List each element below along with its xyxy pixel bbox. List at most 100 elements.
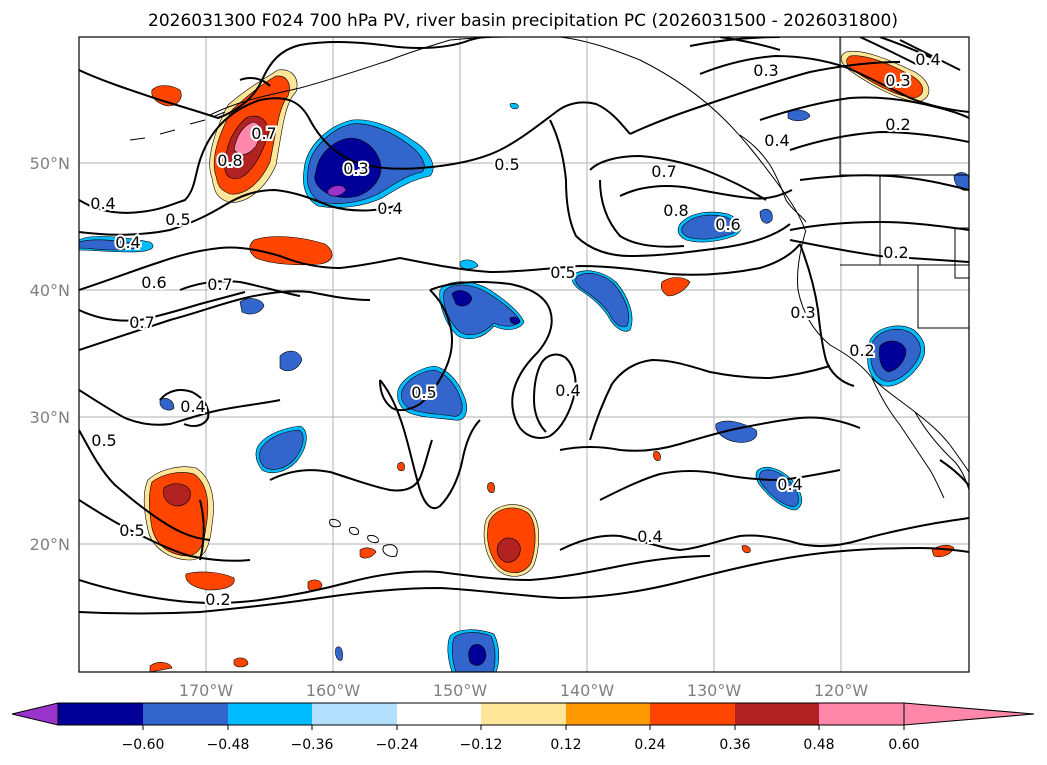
pv-contour xyxy=(589,154,767,201)
precip-region xyxy=(314,137,382,198)
contour-label: 0.6 xyxy=(141,273,166,292)
contour-label: 0.2 xyxy=(885,115,910,134)
island-hawaii xyxy=(382,544,398,557)
pv-contour xyxy=(399,243,801,276)
lon-label: 150°W xyxy=(433,681,488,700)
lat-labels: 50°N 40°N 30°N 20°N xyxy=(30,154,70,554)
lon-labels: 170°W 160°W 150°W 140°W 130°W 120°W xyxy=(179,681,869,700)
contour-label: 0.7 xyxy=(129,313,154,332)
aleutian-islands xyxy=(129,111,226,141)
precip-region xyxy=(487,482,495,493)
contour-label: 0.4 xyxy=(915,50,940,69)
colorbar-tick-label: −0.60 xyxy=(122,737,165,753)
pv-contour xyxy=(699,54,969,113)
contour-label: 0.3 xyxy=(343,159,368,178)
contour-label: 0.3 xyxy=(790,303,815,322)
contour-label: 0.4 xyxy=(777,475,802,494)
contour-label: 0.5 xyxy=(165,210,190,229)
pv-contour xyxy=(859,37,961,71)
contour-label: 0.3 xyxy=(753,61,778,80)
precip-region xyxy=(359,547,377,559)
contour-label: 0.4 xyxy=(764,131,789,150)
coastline-baja xyxy=(871,377,945,499)
colorbar-extend-low xyxy=(11,702,59,726)
precip-region xyxy=(397,462,405,472)
pv-contour xyxy=(79,97,501,214)
colorbar-swatch xyxy=(397,703,481,725)
map-area: 0.3 0.4 0.3 0.2 0.7 0.8 0.4 0.5 0.4 0.7 … xyxy=(79,37,969,672)
colorbar-swatch xyxy=(312,703,397,725)
pv-contour xyxy=(79,37,491,120)
pv-contour xyxy=(589,358,831,441)
contour-label: 0.5 xyxy=(411,383,436,402)
precip-region xyxy=(233,657,249,668)
pv-contour xyxy=(179,280,301,297)
contour-label: 0.7 xyxy=(251,124,276,143)
pv-contour xyxy=(629,61,901,135)
pv-contour xyxy=(379,379,481,510)
pv-contour xyxy=(79,429,211,541)
precip-region xyxy=(509,102,519,110)
island-hawaii xyxy=(329,519,341,528)
precip-region xyxy=(185,571,235,591)
colorbar-tick-label: 0.48 xyxy=(803,737,834,753)
pv-contour xyxy=(599,469,841,501)
contour-label: 0.4 xyxy=(180,397,205,416)
precip-region xyxy=(233,121,261,155)
precip-region xyxy=(451,290,473,307)
precip-region xyxy=(307,579,323,592)
pv-contour xyxy=(799,174,969,191)
pv-contour xyxy=(79,188,396,236)
colorbar-tick-label: −0.48 xyxy=(207,737,250,753)
pv-contour xyxy=(789,220,969,231)
pv-contour xyxy=(79,499,251,562)
colorbar-swatch xyxy=(228,703,312,725)
colorbar-tick-label: 0.24 xyxy=(634,737,665,753)
pv-contour xyxy=(79,246,401,291)
contour-label: 0.4 xyxy=(637,527,662,546)
pv-contour xyxy=(159,389,210,427)
colorbar-tick-label: −0.24 xyxy=(376,737,419,753)
colorbar-swatch xyxy=(143,703,228,725)
coastline-alaska xyxy=(209,37,511,116)
colorbar-swatch xyxy=(58,703,143,725)
pv-contour xyxy=(499,101,631,151)
precip-region xyxy=(953,172,969,191)
contour-label: 0.5 xyxy=(119,521,144,540)
colorbar-ticks xyxy=(142,725,905,730)
colorbar-swatch xyxy=(650,703,735,725)
precip-region xyxy=(239,298,265,315)
precip-region xyxy=(846,55,924,99)
precip-region xyxy=(509,316,521,325)
contour-label: 0.7 xyxy=(651,162,676,181)
contour-label: 0.2 xyxy=(205,590,230,609)
pv-contour xyxy=(79,291,246,322)
contour-label: 0.3 xyxy=(885,71,910,90)
contour-label: 0.8 xyxy=(663,201,688,220)
contour-label: 0.7 xyxy=(207,275,232,294)
contour-label: 0.4 xyxy=(115,233,140,252)
precip-region xyxy=(279,350,303,372)
colorbar-swatch xyxy=(566,703,650,725)
precip-region xyxy=(741,545,751,554)
pv-contour xyxy=(199,459,969,561)
precip-region xyxy=(575,273,629,328)
precip-region xyxy=(459,259,479,270)
precip-region xyxy=(249,236,333,266)
precip-region xyxy=(681,214,738,240)
precip-region xyxy=(163,483,191,507)
pv-contours xyxy=(79,37,969,615)
precip-region xyxy=(759,208,773,224)
colorbar-tick-label: 0.60 xyxy=(888,737,919,753)
pv-contour xyxy=(619,185,793,200)
contour-label: 0.5 xyxy=(550,263,575,282)
colorbar-tick-label: −0.12 xyxy=(460,737,503,753)
pv-contour xyxy=(599,179,685,248)
pv-contour xyxy=(79,546,969,615)
contour-label: 0.4 xyxy=(90,194,115,213)
precip-region xyxy=(149,662,173,672)
contour-label: 0.5 xyxy=(91,431,116,450)
lat-label: 30°N xyxy=(30,408,70,427)
pv-contour xyxy=(789,239,969,263)
